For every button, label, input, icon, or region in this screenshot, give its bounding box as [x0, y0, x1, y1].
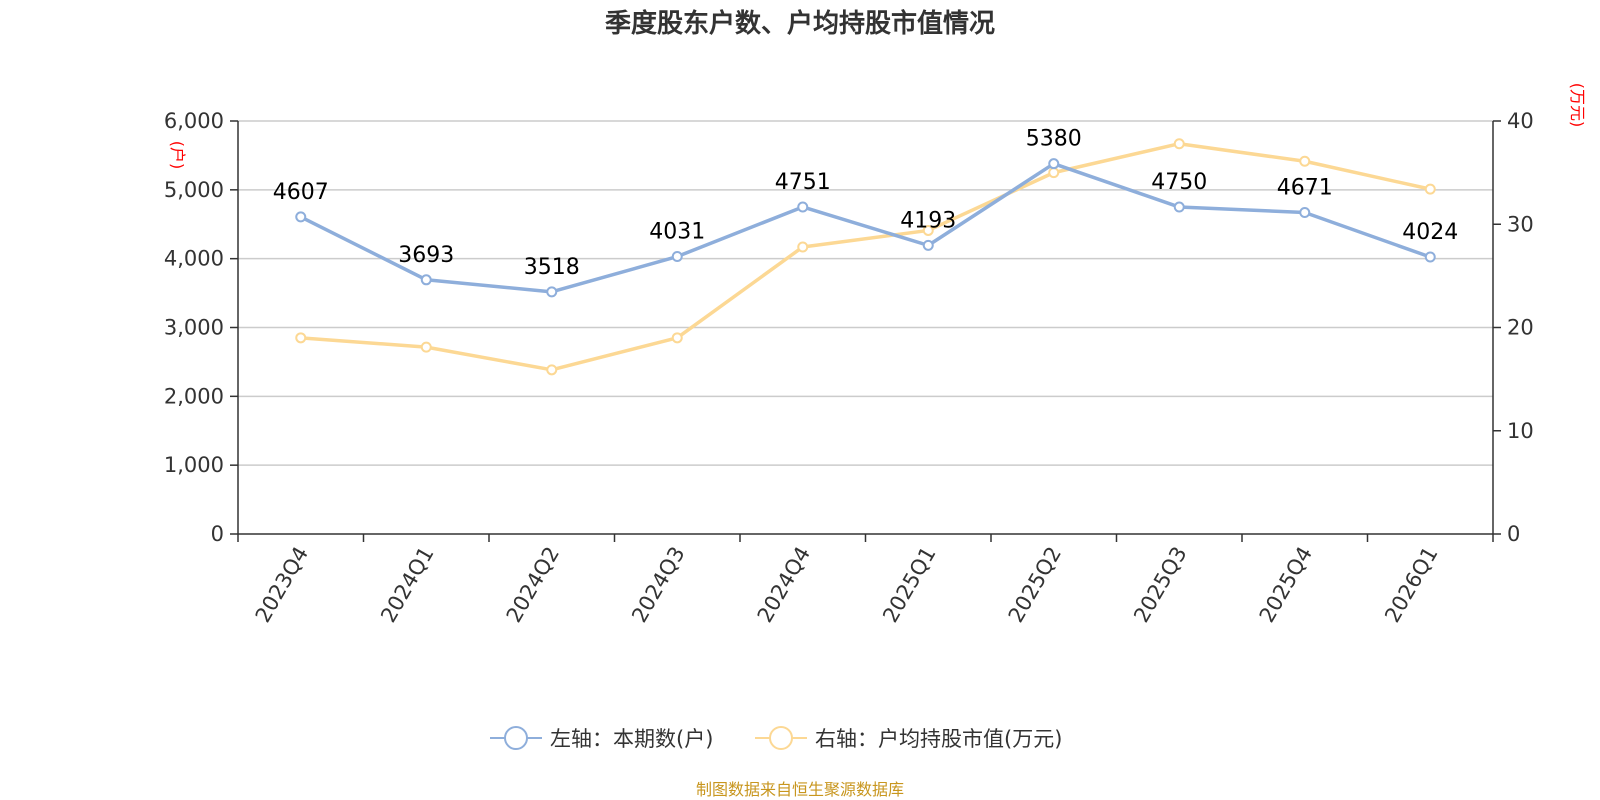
series-point: [922, 224, 934, 236]
x-axis-tick-label: 2025Q1: [878, 543, 940, 627]
x-axis-tick-label: 2023Q4: [251, 543, 313, 627]
x-axis-tick-label: 2025Q4: [1255, 543, 1317, 627]
legend-label: 左轴：本期数(户): [550, 727, 713, 751]
series-point: [671, 332, 683, 344]
legend-marker: [504, 726, 528, 750]
series-point: [295, 332, 307, 344]
left-axis-tick-label: 0: [211, 522, 224, 546]
series-point: [546, 286, 558, 298]
series-point: [1299, 155, 1311, 167]
data-label: 4031: [649, 220, 705, 245]
left-axis-tick-label: 5,000: [164, 178, 224, 202]
axes: 0 1,000 2,000 3,000 4,000 5,000 6,000 0 10 20 30 40…: [164, 83, 1587, 627]
x-axis-tick-label: 2024Q4: [753, 543, 815, 627]
data-label: 5380: [1026, 127, 1082, 152]
series-point: [420, 341, 432, 353]
series-point: [922, 239, 934, 251]
right-axis-tick-label: 40: [1507, 109, 1534, 133]
left-axis-tick-label: 1,000: [164, 453, 224, 477]
legend-label: 右轴：户均持股市值(万元): [815, 727, 1062, 751]
left-axis-tick-label: 3,000: [164, 316, 224, 340]
legend: 左轴：本期数(户) 右轴：户均持股市值(万元): [490, 726, 1062, 751]
x-axis-tick-label: 2024Q2: [502, 543, 564, 627]
series-point: [797, 241, 809, 253]
x-axis-tick-label: 2025Q2: [1004, 543, 1066, 627]
left-axis-tick-label: 2,000: [164, 384, 224, 408]
data-label: 4751: [775, 170, 831, 195]
data-label: 4193: [900, 208, 956, 233]
series-line: [300, 141, 1431, 372]
series-point: [1173, 201, 1185, 213]
right-axis-unit: (万元): [1568, 83, 1587, 128]
data-label: 4024: [1402, 220, 1458, 245]
grid-lines: [238, 120, 1493, 466]
x-axis-tick-label: 2026Q1: [1380, 543, 1442, 627]
series-point: [546, 364, 558, 376]
x-axis-tick-label: 2025Q3: [1129, 543, 1191, 627]
series-point: [1048, 158, 1060, 170]
right-axis-tick-label: 10: [1507, 419, 1534, 443]
data-label: 3693: [398, 243, 454, 268]
data-label: 4671: [1277, 175, 1333, 200]
data-label: 3518: [524, 255, 580, 280]
left-axis-tick-label: 4,000: [164, 247, 224, 271]
series-point: [1299, 206, 1311, 218]
data-label: 4750: [1151, 170, 1207, 195]
series-point: [797, 201, 809, 213]
series-line: [299, 161, 1431, 294]
series-point: [1048, 167, 1060, 179]
legend-marker: [769, 726, 793, 750]
series-point: [420, 274, 432, 286]
x-axis-tick-label: 2024Q1: [376, 543, 438, 627]
left-axis-tick-label: 6,000: [164, 109, 224, 133]
data-labels: 4607 3693 3518 4031 4751 4193 5380 4750 4671 4024: [273, 127, 1459, 280]
series-point: [671, 251, 683, 263]
right-axis-tick-label: 0: [1507, 522, 1520, 546]
source-note: 制图数据来自恒生聚源数据库: [696, 780, 904, 799]
x-axis-tick-label: 2024Q3: [627, 543, 689, 627]
series-point: [295, 211, 307, 223]
series-point: [1424, 251, 1436, 263]
chart-title: 季度股东户数、户均持股市值情况: [605, 8, 995, 39]
right-axis-tick-label: 30: [1507, 212, 1534, 236]
left-axis-unit: (户): [168, 141, 187, 170]
series-point: [1173, 138, 1185, 150]
series-lines: [295, 138, 1436, 376]
data-label: 4607: [273, 180, 329, 205]
series-point: [1424, 183, 1436, 195]
right-axis-tick-label: 20: [1507, 316, 1534, 340]
